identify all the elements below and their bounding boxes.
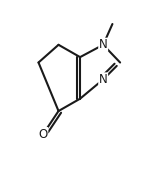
Text: N: N	[99, 73, 107, 86]
Text: O: O	[38, 128, 48, 141]
Text: N: N	[99, 38, 107, 51]
